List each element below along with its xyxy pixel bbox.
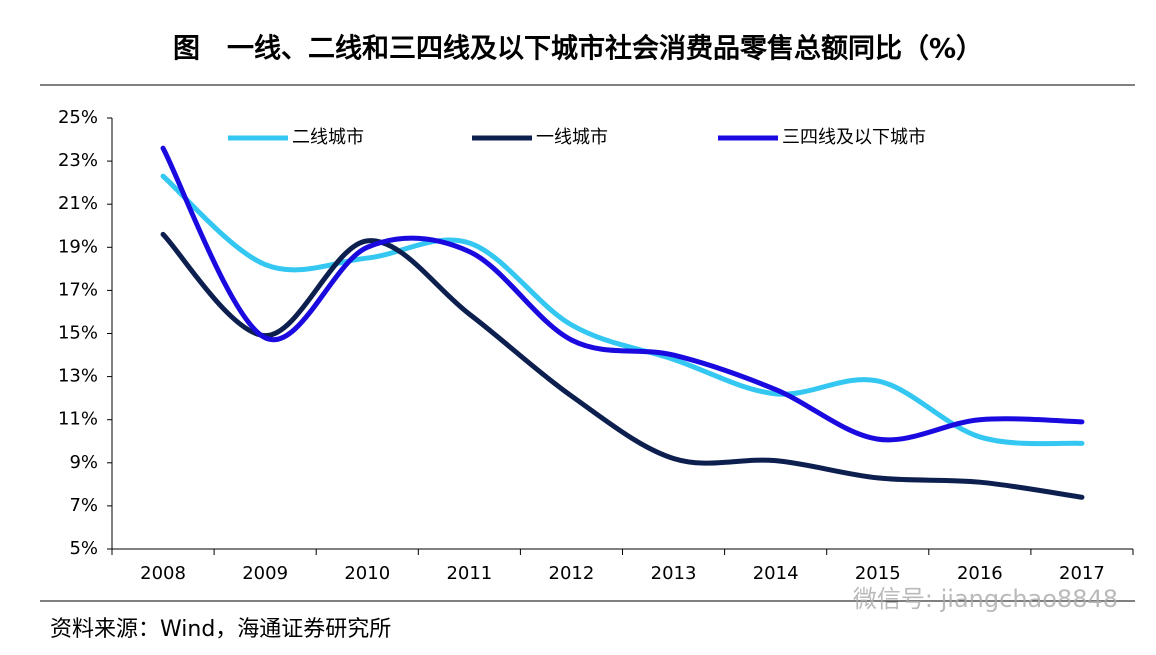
- x-tick-label: 2012: [549, 563, 595, 584]
- y-tick-label: 17%: [58, 279, 98, 300]
- series-line: [160, 231, 1085, 500]
- x-tick-label: 2017: [1059, 563, 1105, 584]
- y-tick-label: 7%: [69, 495, 98, 516]
- series-line: [160, 173, 1085, 447]
- watermark: 微信号: jiangchao8848: [853, 585, 1118, 613]
- legend-label: 二线城市: [292, 127, 364, 148]
- y-tick-label: 11%: [58, 409, 98, 430]
- legend-label: 三四线及以下城市: [782, 127, 926, 148]
- y-tick-label: 19%: [58, 236, 98, 257]
- x-tick-label: 2016: [957, 563, 1003, 584]
- y-tick-label: 25%: [58, 107, 98, 128]
- chart-title: 图 一线、二线和三四线及以下城市社会消费品零售总额同比（%）: [173, 33, 983, 65]
- source-note: 资料来源：Wind，海通证券研究所: [50, 617, 391, 642]
- y-tick-label: 23%: [58, 150, 98, 171]
- x-tick-label: 2010: [344, 563, 390, 584]
- y-tick-label: 21%: [58, 193, 98, 214]
- x-tick-label: 2014: [753, 563, 799, 584]
- y-tick-label: 13%: [58, 366, 98, 387]
- x-tick-label: 2013: [651, 563, 697, 584]
- y-tick-label: 9%: [69, 452, 98, 473]
- x-tick-label: 2015: [855, 563, 901, 584]
- y-tick-label: 15%: [58, 323, 98, 344]
- series-line: [160, 145, 1085, 443]
- legend-label: 一线城市: [536, 127, 608, 148]
- y-tick-label: 5%: [69, 538, 98, 559]
- x-tick-label: 2011: [446, 563, 492, 584]
- x-tick-label: 2009: [242, 563, 288, 584]
- x-tick-label: 2008: [140, 563, 186, 584]
